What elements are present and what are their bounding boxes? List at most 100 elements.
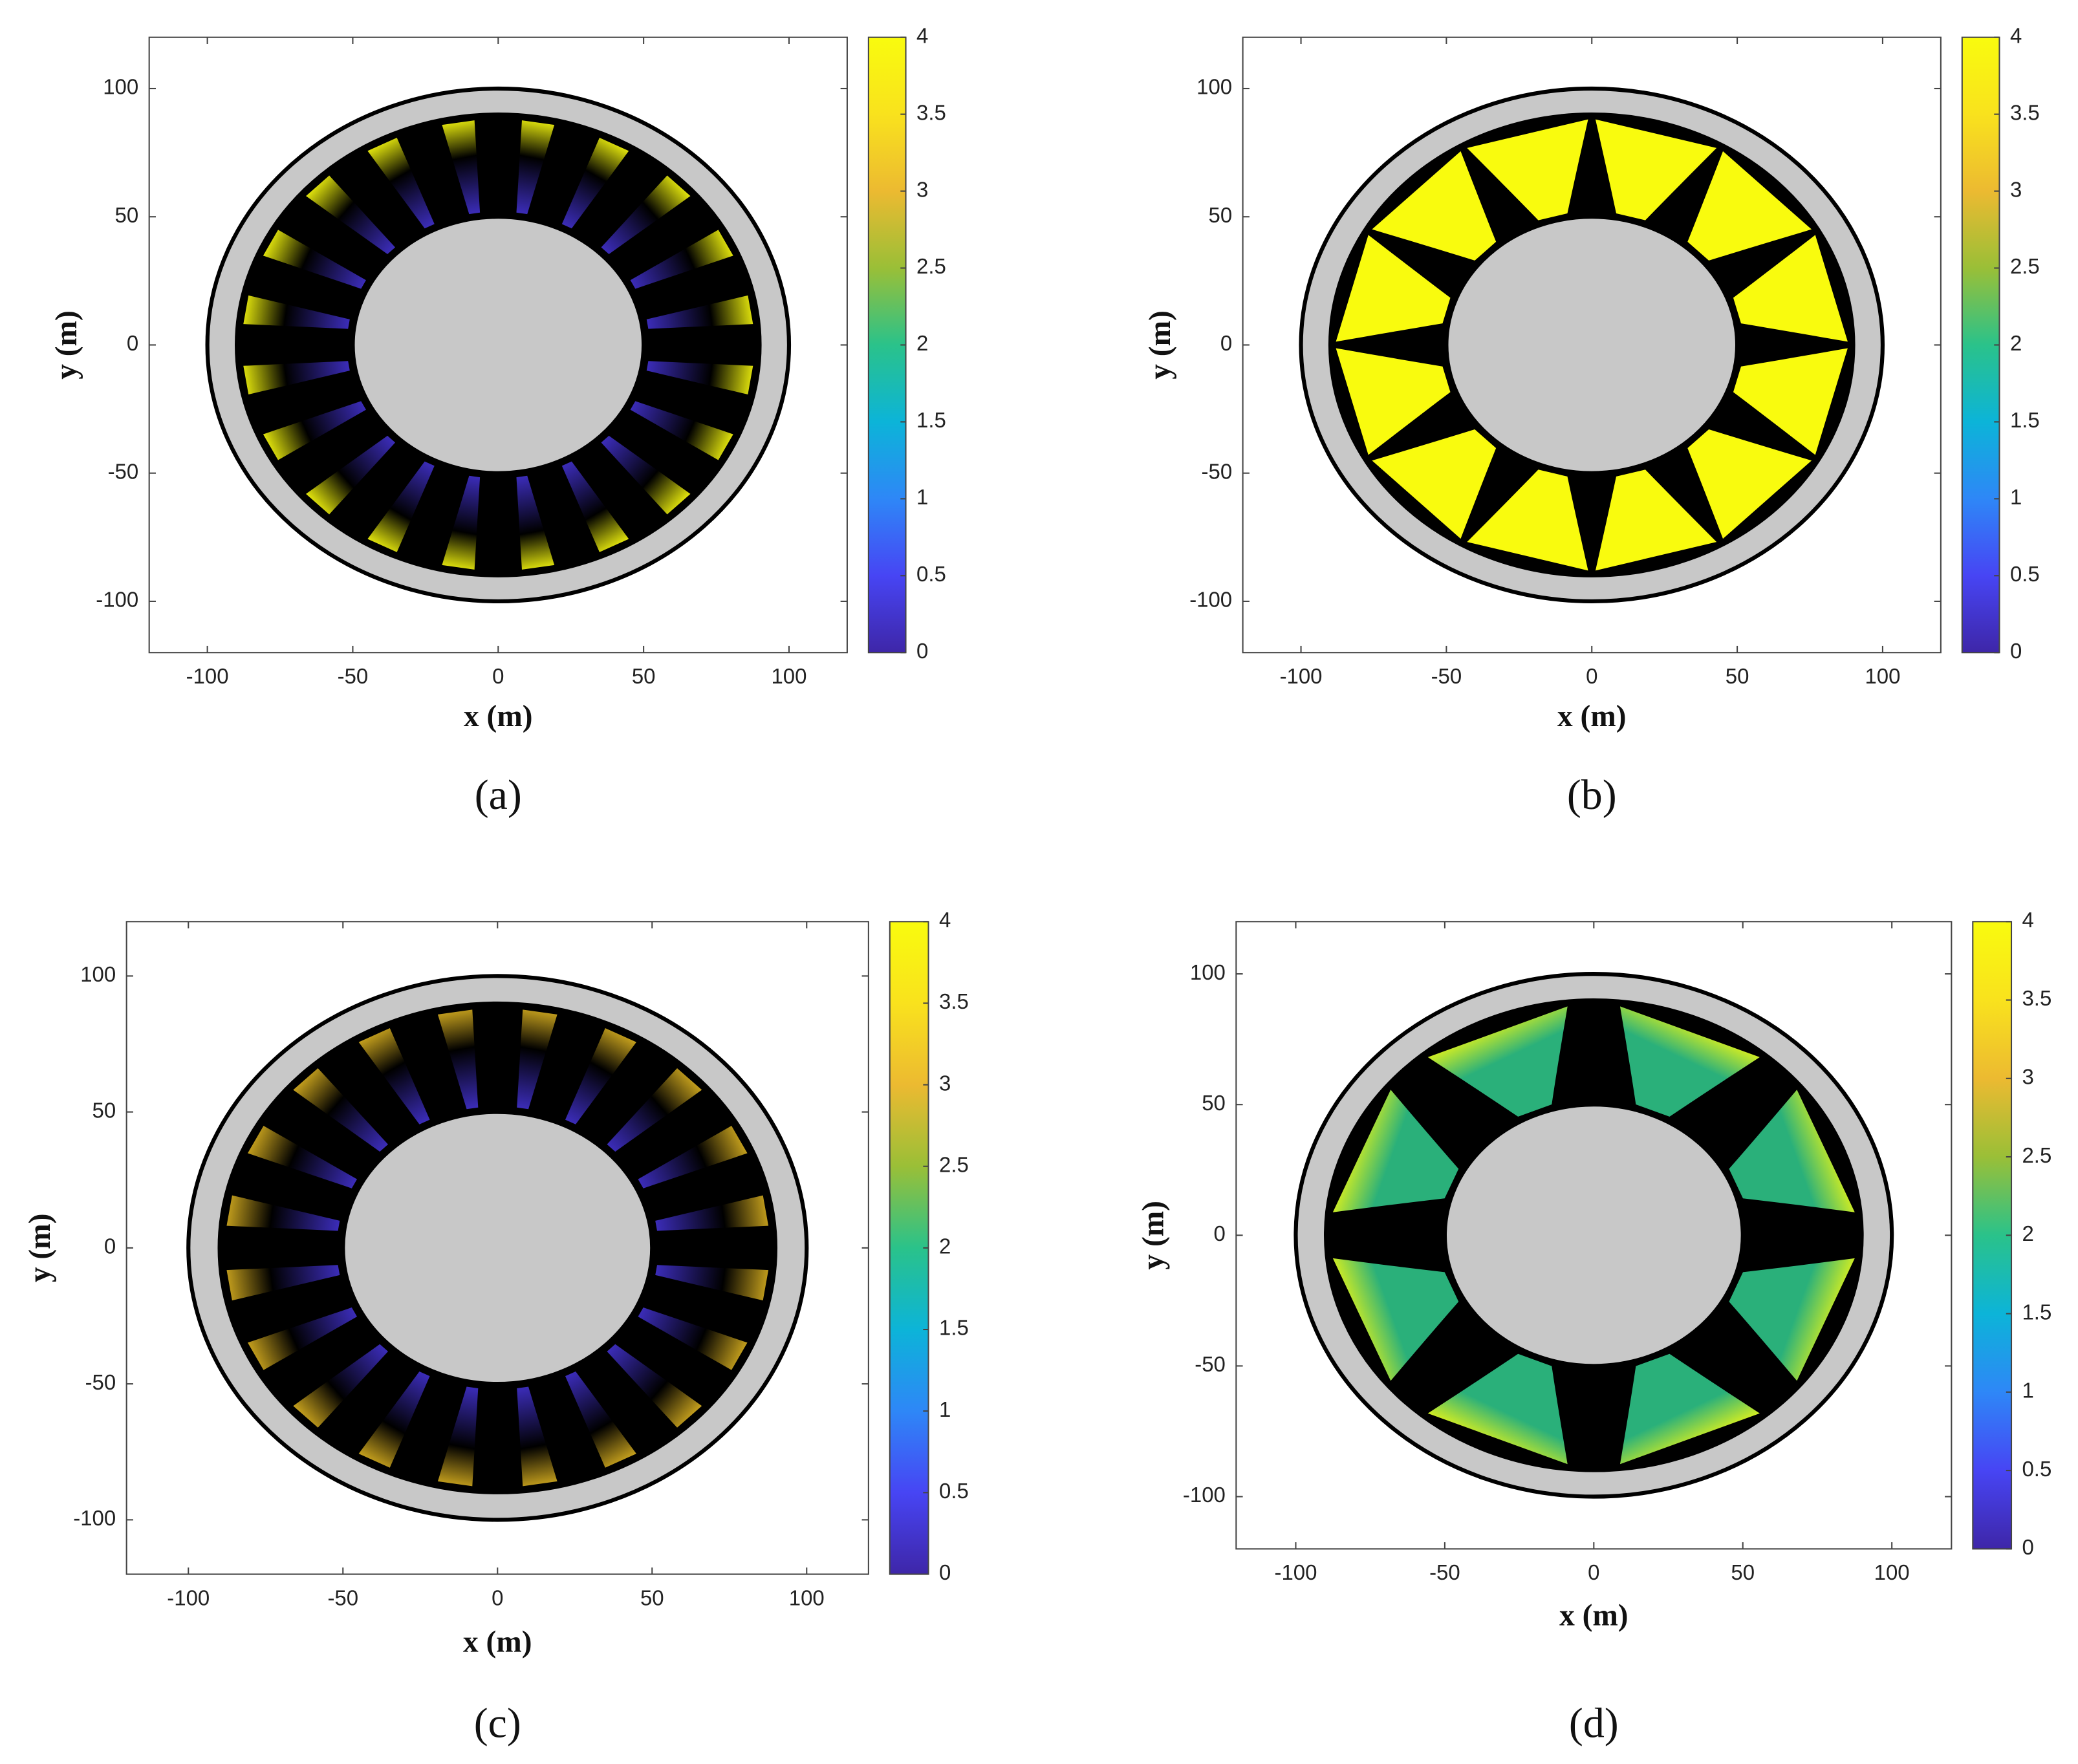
colorbar-tick-label: 1.5 (2010, 408, 2040, 432)
colorbar-tick-label: 4 (2010, 23, 2022, 47)
colorbar-tick-label: 3 (2010, 177, 2022, 201)
colorbar-tick-label: 0.5 (2010, 562, 2040, 586)
colorbar-tick-label: 2 (916, 331, 928, 355)
panel-label: (a) (475, 771, 522, 819)
field-lobe (306, 175, 396, 255)
field-lobe (263, 401, 366, 460)
field-lobe (655, 1265, 769, 1301)
field-lobe (1332, 1090, 1459, 1212)
colorbar-tick-label: 2 (2010, 331, 2022, 355)
field-lobe (358, 1371, 430, 1468)
y-tick-label: 0 (1214, 1221, 1226, 1245)
field-lobe (293, 1068, 388, 1152)
x-tick-label: 100 (771, 664, 806, 688)
field-lobe (306, 435, 396, 515)
y-tick-label: 100 (80, 962, 116, 986)
y-tick-label: -100 (1183, 1483, 1226, 1507)
colorbar-tick-label: 2.5 (916, 254, 946, 278)
x-tick-label: 50 (640, 1586, 664, 1609)
y-tick-label: -50 (1195, 1352, 1226, 1376)
colorbar (1961, 36, 2000, 654)
field-lobe (243, 361, 350, 395)
field-lobe (247, 1307, 358, 1370)
y-axis-label: y (m) (1137, 1201, 1171, 1270)
field-lobe (630, 401, 733, 460)
field-lobe (1467, 119, 1588, 220)
field-lobe (516, 120, 555, 215)
colorbar-tick-label: 0.5 (2022, 1457, 2051, 1481)
field-lobe (1467, 469, 1588, 571)
colorbar-tick-label: 1 (2022, 1379, 2033, 1403)
y-tick-label: -100 (73, 1506, 116, 1530)
field-lobe (442, 475, 481, 570)
colorbar-tick-label: 1.5 (2022, 1300, 2051, 1324)
field-lobe (1729, 1258, 1855, 1381)
y-tick-label: 50 (1209, 203, 1233, 227)
x-tick-label: 0 (1588, 1560, 1599, 1584)
y-tick-label: 100 (103, 75, 138, 99)
x-axis-label: x (m) (1557, 700, 1627, 733)
colorbar-tick-label: 2 (939, 1234, 951, 1258)
colorbar-tick-label: 3 (2022, 1064, 2033, 1088)
field-lobe (601, 435, 691, 515)
colorbar-tick-label: 2.5 (2022, 1143, 2051, 1167)
y-tick-label: 0 (104, 1234, 116, 1258)
x-tick-label: 0 (1586, 664, 1597, 688)
field-lobe (1687, 151, 1812, 261)
field-lobe (517, 1386, 557, 1487)
colorbar-tick-label: 4 (916, 23, 928, 47)
colorbar-tick-label: 0.5 (939, 1479, 969, 1503)
x-axis-label: x (m) (464, 700, 533, 733)
colorbar-tick-label: 1.5 (916, 408, 946, 432)
field-lobe (263, 230, 366, 289)
field-lobe (565, 1028, 636, 1124)
colorbar (867, 36, 907, 654)
colorbar (889, 921, 929, 1575)
field-lobe (1729, 1090, 1855, 1212)
colorbar-tick-label: 2.5 (2010, 254, 2040, 278)
field-lobe (437, 1386, 479, 1487)
field-lobe (243, 295, 350, 329)
colorbar-tick-label: 0 (916, 639, 928, 663)
colorbar-tick-label: 0 (939, 1560, 951, 1584)
y-axis-label: y (m) (23, 1214, 57, 1283)
x-tick-label: -50 (327, 1586, 358, 1609)
x-tick-label: 50 (1726, 664, 1749, 688)
x-tick-label: -100 (1275, 1560, 1317, 1584)
field-lobe (561, 138, 629, 229)
y-tick-label: 100 (1196, 75, 1232, 99)
field-lobe (1332, 1258, 1459, 1381)
field-lobe (442, 120, 481, 215)
field-lobe (1595, 119, 1717, 220)
x-tick-label: -50 (338, 664, 369, 688)
x-tick-label: -100 (167, 1586, 210, 1609)
field-lobe (367, 461, 435, 552)
panel-label: (c) (474, 1699, 521, 1747)
field-lobe (437, 1009, 479, 1110)
field-lobe (1595, 469, 1717, 571)
y-tick-label: -50 (1202, 459, 1233, 483)
colorbar-tick-label: 3.5 (2010, 100, 2040, 124)
field-lobe (646, 361, 753, 395)
colorbar-tick-label: 4 (2022, 908, 2033, 932)
colorbar-tick-label: 0 (2010, 639, 2022, 663)
colorbar-tick-label: 2.5 (939, 1152, 969, 1176)
ring (341, 1110, 655, 1386)
field-lobe (367, 138, 435, 229)
y-tick-label: 0 (127, 331, 138, 355)
field-lobe (1619, 1006, 1760, 1117)
y-tick-label: -100 (96, 588, 138, 612)
field-lobe (1687, 429, 1812, 539)
field-lobe (226, 1265, 340, 1301)
field-lobe (1427, 1006, 1568, 1117)
field-lobe (638, 1307, 748, 1370)
field-lobe (358, 1028, 430, 1124)
x-tick-label: 0 (492, 664, 504, 688)
x-axis-label: x (m) (1559, 1598, 1629, 1632)
y-tick-label: 50 (92, 1098, 116, 1122)
y-tick-label: 100 (1190, 960, 1226, 984)
field-lobe (247, 1126, 358, 1189)
y-axis-label: y (m) (50, 310, 83, 380)
x-tick-label: 50 (1731, 1560, 1755, 1584)
x-tick-label: 50 (632, 664, 656, 688)
